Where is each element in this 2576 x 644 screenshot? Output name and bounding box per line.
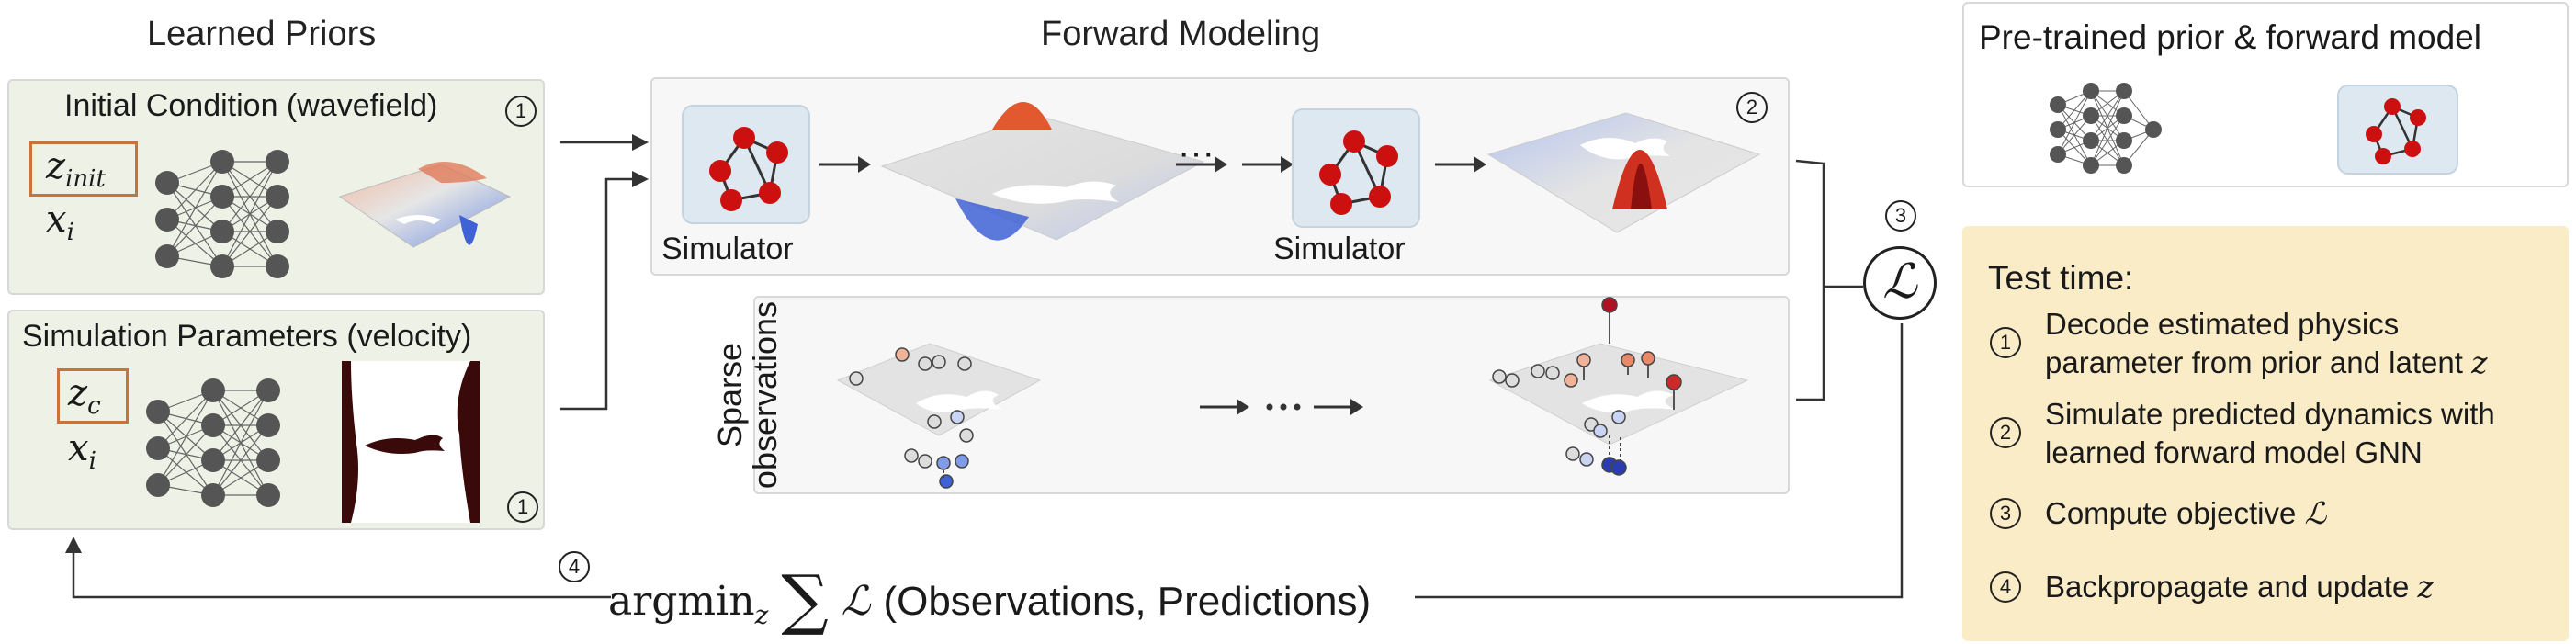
pretrained-title: Pre-trained prior & forward model xyxy=(1979,18,2481,56)
test-time-title: Test time: xyxy=(1988,259,2134,297)
test-step-3-badge: 3 xyxy=(1990,498,2021,529)
test-step-2-line-2: learned forward model GNN xyxy=(2045,435,2423,469)
step-2-badge: 2 xyxy=(1736,92,1768,123)
argmin-subscript: z xyxy=(754,599,769,630)
sum-symbol: ∑ xyxy=(781,560,829,638)
test-step-3-text: Compute objective ℒ xyxy=(2045,495,2327,531)
pretrained-panel: Pre-trained prior & forward model xyxy=(1962,2,2569,187)
velocity-map-image xyxy=(342,361,480,523)
simulator-label-2: Simulator xyxy=(1273,232,1406,266)
simulation-parameters-panel: Simulation Parameters (velocity) 1 zc xi xyxy=(7,310,545,530)
sparse-obs-plot-2 xyxy=(1488,297,1749,476)
test-step-1-line-1: Decode estimated physics xyxy=(2045,307,2400,341)
test-step-4-text: Backpropagate and update z xyxy=(2045,569,2434,604)
step-1-badge: 1 xyxy=(505,96,537,127)
arrow-right-icon-3 xyxy=(1242,156,1294,173)
initial-condition-panel: Initial Condition (wavefield) 1 zinit xi xyxy=(7,79,545,295)
arrow-right-icon-4 xyxy=(1435,156,1486,173)
loss-node: ℒ xyxy=(1863,246,1937,320)
test-step-4-badge: 4 xyxy=(1990,571,2021,603)
test-time-panel: Test time: 1 Decode estimated physics pa… xyxy=(1962,226,2569,641)
forward-modeling-heading: Forward Modeling xyxy=(1041,15,1321,53)
simulator-gnn-2 xyxy=(1292,108,1420,228)
step-3-badge: 3 xyxy=(1885,200,1916,232)
neural-network-icon xyxy=(155,150,289,278)
simulator-label-1: Simulator xyxy=(661,232,794,266)
initial-condition-title: Initial Condition (wavefield) xyxy=(64,88,438,123)
wavefield-surface-plot xyxy=(338,162,512,248)
neural-network-icon-2 xyxy=(146,378,280,507)
simulator-gnn-1 xyxy=(682,105,810,224)
objective-loss-symbol: ℒ xyxy=(841,578,871,625)
test-step-2-badge: 2 xyxy=(1990,417,2021,448)
objective-args: (Observations, Predictions) xyxy=(883,579,1372,624)
coord-label: xi xyxy=(46,198,74,246)
wavefield-surface-plot-2 xyxy=(880,102,1205,241)
gnn-graph-icon-1 xyxy=(709,127,788,211)
step-1-badge-2: 1 xyxy=(507,491,538,523)
sparse-observations-panel xyxy=(753,296,1790,494)
argmin-text: argmin xyxy=(608,578,755,625)
latent-c-label: zc xyxy=(68,372,101,420)
test-step-1-line-2: parameter from prior and latent z xyxy=(2045,345,2488,380)
ellipsis: ··· xyxy=(1178,132,1215,173)
test-step-1-text: Decode estimated physics parameter from … xyxy=(2045,305,2487,382)
nn-small-icon xyxy=(2050,83,2162,174)
step-4-badge: 4 xyxy=(559,551,590,582)
test-step-1-badge: 1 xyxy=(1990,327,2021,358)
objective-formula: argminz ∑ ℒ (Observations, Predictions) xyxy=(608,560,1371,638)
arrow-right-icon-2 xyxy=(1176,156,1227,173)
sparse-obs-plot-1 xyxy=(836,343,1042,489)
test-step-2-text: Simulate predicted dynamics with learned… xyxy=(2045,395,2495,472)
coord-label-2: xi xyxy=(68,427,96,475)
learned-priors-heading: Learned Priors xyxy=(147,15,377,53)
latent-c-box xyxy=(57,368,129,424)
arrow-right-icon xyxy=(819,156,871,173)
test-step-2-line-1: Simulate predicted dynamics with xyxy=(2045,397,2495,431)
latent-init-label: zinit xyxy=(46,145,106,193)
latent-init-box xyxy=(29,141,138,197)
simulation-parameters-title: Simulation Parameters (velocity) xyxy=(22,319,472,354)
ellipsis-arrow-icon xyxy=(1200,399,1363,415)
forward-model-panel: 2 Simulator ··· Simulator xyxy=(650,77,1790,276)
gnn-small-icon xyxy=(2366,98,2426,164)
gnn-graph-icon-2 xyxy=(1319,130,1398,215)
wavefield-surface-plot-3 xyxy=(1486,112,1761,233)
gnn-small-box xyxy=(2337,85,2458,175)
